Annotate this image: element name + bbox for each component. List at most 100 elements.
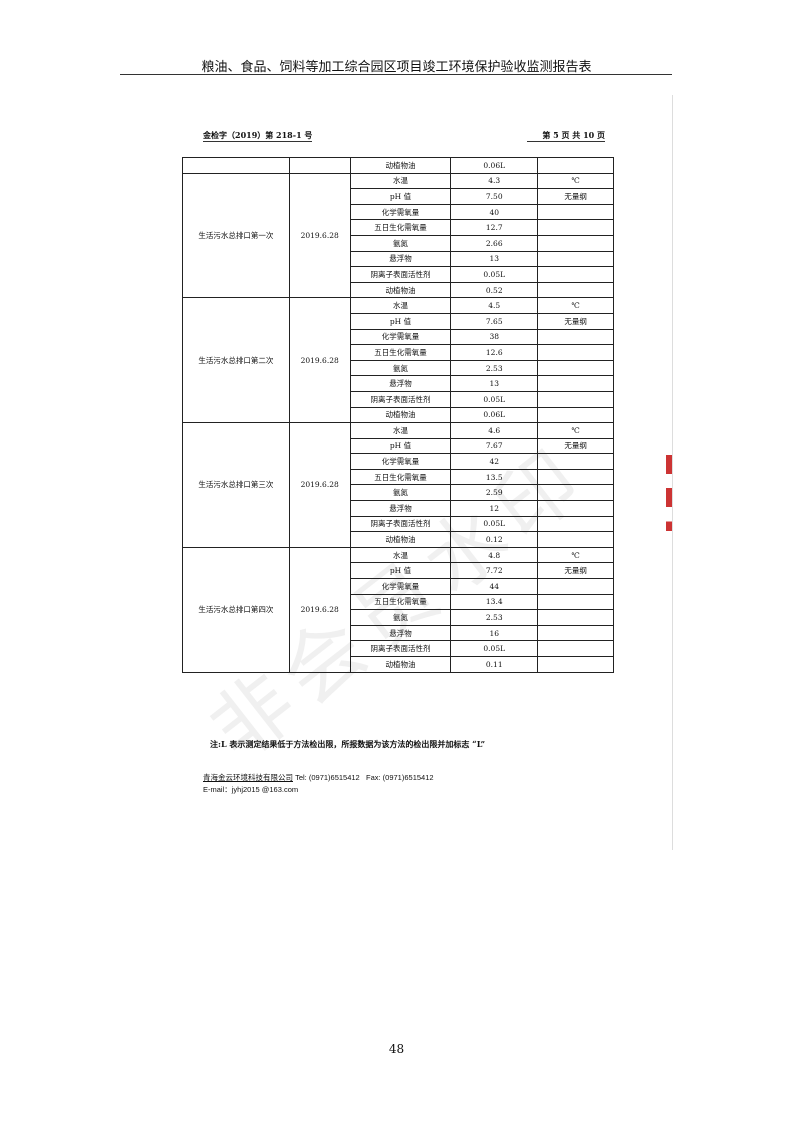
table-row: 生活污水总排口第一次 2019.6.28 水温 4.3 ℃ (182, 172, 614, 299)
unit-cell (537, 390, 614, 408)
unit-cell (537, 406, 614, 424)
value-cell: 2.66 (450, 234, 539, 252)
value-cell: 13 (450, 250, 539, 268)
unit-cell (537, 531, 614, 548)
value-cell: 0.05L (450, 266, 539, 283)
date-cell: 2019.6.28 (288, 546, 351, 673)
unit-cell: 无量纲 (537, 312, 614, 330)
value-cell: 4.6 (450, 422, 539, 439)
item-cell: 悬浮物 (349, 624, 452, 642)
item-cell: 阴离子表面活性剂 (349, 515, 452, 533)
table-row: 氨氮 2.59 (183, 484, 614, 502)
unit-cell (537, 500, 614, 517)
table-row: 动植物油 0.06L (182, 157, 614, 174)
telephone: Tel: (0971)6515412 (295, 773, 360, 782)
company-name: 青海金云环境科技有限公司 (203, 773, 293, 782)
unit-cell (537, 250, 614, 268)
item-cell: 水温 (349, 172, 452, 190)
item-cell: 氨氮 (349, 609, 452, 626)
value-cell: 0.12 (450, 531, 539, 548)
item-cell: 阴离子表面活性剂 (349, 390, 452, 408)
value-cell: 2.53 (450, 609, 539, 626)
fax: Fax: (0971)6515412 (366, 773, 434, 782)
table-row: 动植物油 0.11 (183, 656, 614, 673)
unit-cell (537, 578, 614, 595)
table-row: 生活污水总排口第二次 2019.6.28 水温 4.5 ℃ (182, 297, 614, 424)
location-cell: 生活污水总排口第一次 (182, 172, 290, 299)
table-row: 悬浮物 12 (183, 500, 614, 517)
item-cell: 五日生化需氧量 (349, 468, 452, 486)
item-cell: pH 值 (349, 437, 452, 455)
table-row: pH 值 7.50 无量纲 (183, 188, 614, 205)
value-cell: 2.59 (450, 484, 539, 502)
table-row: 阴离子表面活性剂 0.05L (183, 390, 614, 408)
monitoring-table: 动植物油 0.06L 生活污水总排口第一次 2019.6.28 水温 4.3 ℃ pH 值… (182, 157, 614, 673)
value-cell: 0.06L (450, 406, 539, 424)
unit-cell (537, 359, 614, 377)
item-cell: 水温 (349, 422, 452, 439)
table-row: 化学需氧量 42 (183, 453, 614, 470)
document-title: 粮油、食品、饲料等加工综合园区项目竣工环境保护验收监测报告表 (201, 60, 592, 75)
seal-fragment (666, 455, 672, 550)
item-cell: 化学需氧量 (349, 578, 452, 595)
table-note: 注:L 表示测定结果低于方法检出限，所报数据为该方法的检出限并加标志 “L” (210, 739, 486, 749)
value-cell: 0.11 (450, 656, 539, 673)
unit-cell (537, 468, 614, 486)
value-cell: 0.52 (450, 281, 539, 299)
table-row: 阴离子表面活性剂 0.05L (183, 640, 614, 657)
item-cell: 五日生化需氧量 (349, 344, 452, 361)
item-cell: 氨氮 (349, 234, 452, 252)
item-cell: 水温 (349, 546, 452, 564)
location-cell: 生活污水总排口第二次 (182, 297, 290, 424)
item-cell: 动植物油 (349, 157, 452, 174)
unit-cell: 无量纲 (537, 562, 614, 580)
table-row: pH 值 7.65 无量纲 (183, 312, 614, 330)
date-cell: 2019.6.28 (288, 297, 351, 424)
table-row: 动植物油 0.52 (183, 281, 614, 299)
page-number: 48 (388, 1042, 405, 1056)
value-cell: 7.65 (450, 312, 539, 330)
item-cell: 悬浮物 (349, 375, 452, 392)
value-cell: 0.06L (450, 157, 539, 174)
value-cell: 13.4 (450, 593, 539, 611)
item-cell: 悬浮物 (349, 250, 452, 268)
unit-cell (537, 593, 614, 611)
unit-cell (537, 219, 614, 236)
item-cell: 氨氮 (349, 359, 452, 377)
date-cell: 2019.6.28 (288, 172, 351, 299)
item-cell: 悬浮物 (349, 500, 452, 517)
unit-cell (537, 344, 614, 361)
value-cell: 7.72 (450, 562, 539, 580)
unit-cell: ℃ (537, 546, 614, 564)
item-cell: 动植物油 (349, 531, 452, 548)
value-cell: 2.53 (450, 359, 539, 377)
item-cell: 化学需氧量 (349, 203, 452, 221)
title-divider (120, 74, 672, 75)
unit-cell (537, 453, 614, 470)
value-cell: 4.8 (450, 546, 539, 564)
value-cell: 0.05L (450, 640, 539, 657)
unit-cell (537, 328, 614, 346)
value-cell: 40 (450, 203, 539, 221)
page-of-count: 第 5 页 共 10 页 (527, 130, 605, 142)
report-reference: 金检字（2019）第 218-1 号 (203, 130, 313, 142)
unit-cell (537, 624, 614, 642)
item-cell: pH 值 (349, 188, 452, 205)
value-cell: 7.67 (450, 437, 539, 455)
unit-cell (537, 266, 614, 283)
value-cell: 12.7 (450, 219, 539, 236)
item-cell: 阴离子表面活性剂 (349, 266, 452, 283)
unit-cell: ℃ (537, 297, 614, 314)
value-cell: 16 (450, 624, 539, 642)
unit-cell (537, 375, 614, 392)
unit-cell (537, 640, 614, 657)
unit-cell (537, 234, 614, 252)
contact-footer: 青海金云环境科技有限公司 Tel: (0971)6515412 Fax: (09… (203, 772, 434, 796)
location-cell: 生活污水总排口第四次 (182, 546, 290, 673)
value-cell: 12.6 (450, 344, 539, 361)
table-row: 化学需氧量 44 (183, 578, 614, 595)
table-row: 阴离子表面活性剂 0.05L (183, 515, 614, 533)
value-cell: 13 (450, 375, 539, 392)
value-cell: 13.5 (450, 468, 539, 486)
item-cell: 化学需氧量 (349, 453, 452, 470)
